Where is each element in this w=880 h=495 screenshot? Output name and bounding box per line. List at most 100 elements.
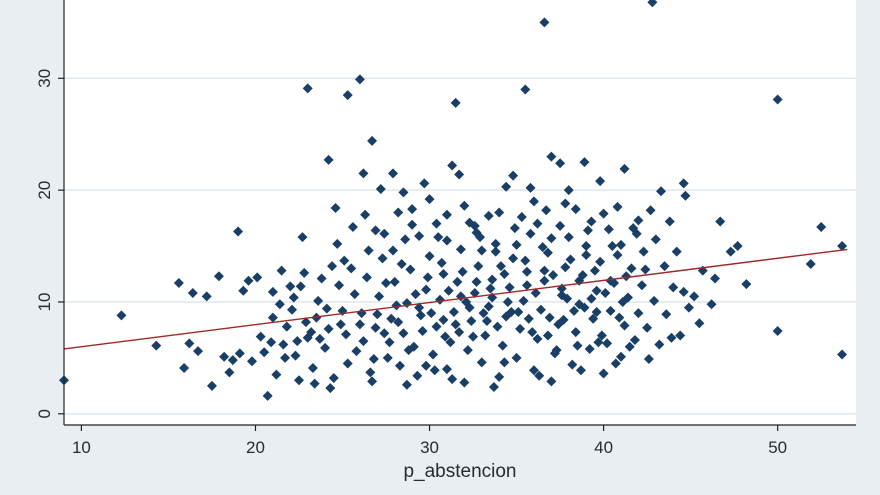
data-point-17 xyxy=(255,331,266,342)
fit-line xyxy=(63,248,848,350)
data-point-79 xyxy=(715,216,726,227)
data-point-176 xyxy=(626,263,637,274)
data-point-269 xyxy=(516,211,527,222)
data-point-11 xyxy=(219,351,230,362)
data-point-93 xyxy=(307,362,318,373)
data-point-296 xyxy=(666,332,677,343)
data-point-9 xyxy=(206,380,217,391)
data-point-275 xyxy=(339,255,350,266)
data-point-260 xyxy=(494,207,505,218)
data-point-272 xyxy=(431,218,442,229)
data-point-232 xyxy=(544,312,555,323)
data-point-284 xyxy=(488,381,499,392)
data-point-54 xyxy=(525,182,536,193)
data-point-121 xyxy=(434,294,445,305)
data-point-24 xyxy=(302,83,313,94)
data-point-277 xyxy=(288,292,299,303)
data-point-123 xyxy=(441,364,452,375)
data-point-207 xyxy=(403,345,414,356)
data-point-35 xyxy=(379,228,390,239)
data-point-308 xyxy=(569,305,580,316)
data-point-56 xyxy=(539,17,550,28)
data-point-329 xyxy=(617,296,628,307)
data-point-169 xyxy=(602,338,613,349)
data-point-12 xyxy=(227,355,238,366)
data-point-91 xyxy=(290,350,301,361)
data-point-170 xyxy=(605,305,616,316)
data-point-42 xyxy=(433,232,444,243)
data-point-165 xyxy=(588,313,599,324)
data-point-278 xyxy=(266,337,277,348)
data-point-111 xyxy=(398,328,409,339)
data-point-172 xyxy=(612,250,623,260)
data-point-307 xyxy=(558,314,569,325)
data-point-75 xyxy=(680,190,691,201)
data-point-142 xyxy=(508,253,519,264)
data-point-166 xyxy=(591,285,602,296)
data-point-130 xyxy=(466,315,477,326)
data-point-132 xyxy=(473,261,484,272)
data-point-70 xyxy=(647,0,658,8)
data-point-85 xyxy=(805,258,816,269)
data-point-143 xyxy=(511,352,522,363)
data-point-280 xyxy=(234,348,245,359)
data-point-87 xyxy=(837,241,848,252)
data-point-243 xyxy=(607,241,618,252)
data-point-62 xyxy=(586,216,597,227)
data-point-8 xyxy=(201,291,212,302)
data-point-14 xyxy=(238,285,249,296)
data-point-2 xyxy=(151,340,162,351)
data-point-146 xyxy=(522,266,533,277)
data-point-105 xyxy=(374,291,385,302)
data-point-216 xyxy=(450,319,461,330)
data-point-241 xyxy=(596,330,607,341)
data-point-141 xyxy=(504,282,515,293)
data-point-117 xyxy=(421,284,432,295)
data-point-124 xyxy=(445,337,456,348)
data-point-204 xyxy=(384,337,395,348)
data-point-30 xyxy=(347,222,358,233)
data-point-189 xyxy=(278,339,289,350)
data-point-188 xyxy=(267,312,278,323)
data-point-138 xyxy=(494,371,505,382)
data-point-44 xyxy=(447,160,458,171)
data-point-168 xyxy=(598,368,609,379)
data-point-58 xyxy=(555,158,566,169)
data-point-99 xyxy=(346,263,357,274)
data-point-55 xyxy=(532,218,543,229)
data-point-115 xyxy=(412,370,423,381)
data-point-274 xyxy=(370,225,381,236)
data-point-80 xyxy=(725,246,736,257)
data-point-65 xyxy=(612,201,623,212)
data-point-295 xyxy=(624,341,635,352)
data-point-137 xyxy=(490,238,501,249)
data-point-126 xyxy=(452,276,463,287)
data-point-40 xyxy=(414,230,425,241)
data-point-194 xyxy=(320,342,331,353)
data-point-119 xyxy=(428,349,439,360)
x-tick-label-2: 30 xyxy=(420,438,439,457)
data-point-264 xyxy=(563,185,574,196)
data-point-31 xyxy=(354,74,365,85)
data-point-38 xyxy=(400,234,411,245)
y-tick-label-1: 10 xyxy=(35,293,54,312)
data-point-27 xyxy=(323,154,334,165)
data-point-4 xyxy=(179,362,190,373)
data-point-237 xyxy=(572,340,583,351)
data-point-287 xyxy=(610,358,621,369)
data-point-186 xyxy=(683,302,694,313)
data-point-153 xyxy=(546,376,557,387)
data-point-178 xyxy=(633,308,644,319)
data-point-46 xyxy=(454,169,465,180)
data-point-71 xyxy=(656,186,667,197)
data-point-265 xyxy=(581,250,592,260)
data-point-198 xyxy=(349,289,360,300)
data-point-300 xyxy=(438,314,449,325)
data-point-197 xyxy=(342,358,353,369)
data-point-125 xyxy=(448,307,459,318)
data-point-311 xyxy=(393,317,404,328)
data-point-211 xyxy=(426,308,437,319)
data-point-303 xyxy=(481,315,492,326)
data-point-157 xyxy=(560,262,571,273)
data-points xyxy=(59,0,848,401)
